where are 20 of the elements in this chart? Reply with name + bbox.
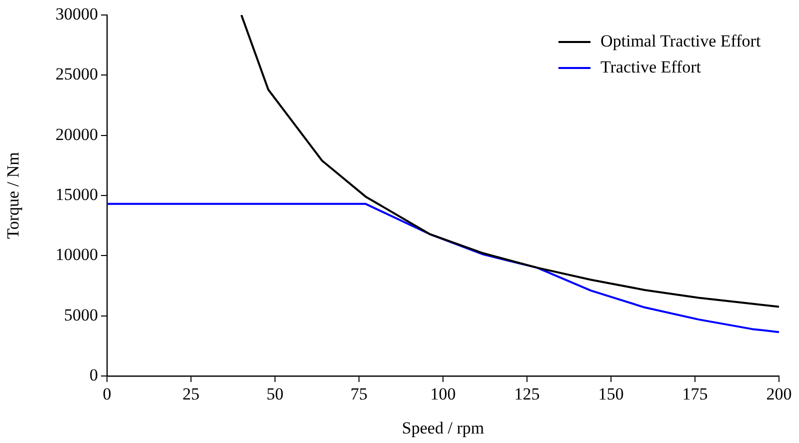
y-tick-label: 10000 <box>56 245 98 264</box>
x-tick-label: 125 <box>514 384 540 404</box>
x-tick-label: 50 <box>266 384 284 404</box>
y-tick-label: 15000 <box>56 184 98 204</box>
x-tick-label: 100 <box>430 384 456 404</box>
y-axis-title: Torque / Nm <box>4 152 23 239</box>
x-tick-label: 0 <box>102 384 112 404</box>
x-tick-label: 75 <box>350 384 368 404</box>
x-tick-label: 200 <box>766 384 792 404</box>
legend-label: Optimal Tractive Effort <box>600 31 761 50</box>
x-axis-title: Speed / rpm <box>402 418 484 438</box>
x-tick-label: 175 <box>682 384 708 404</box>
y-tick-label: 20000 <box>56 124 98 144</box>
y-tick-label: 25000 <box>56 64 98 84</box>
x-tick-label: 150 <box>598 384 624 404</box>
y-tick-label: 30000 <box>56 4 98 24</box>
x-tick-label: 25 <box>182 384 200 404</box>
y-tick-label: 0 <box>90 365 98 384</box>
legend-label: Tractive Effort <box>600 57 702 76</box>
y-tick-label: 5000 <box>64 305 98 324</box>
